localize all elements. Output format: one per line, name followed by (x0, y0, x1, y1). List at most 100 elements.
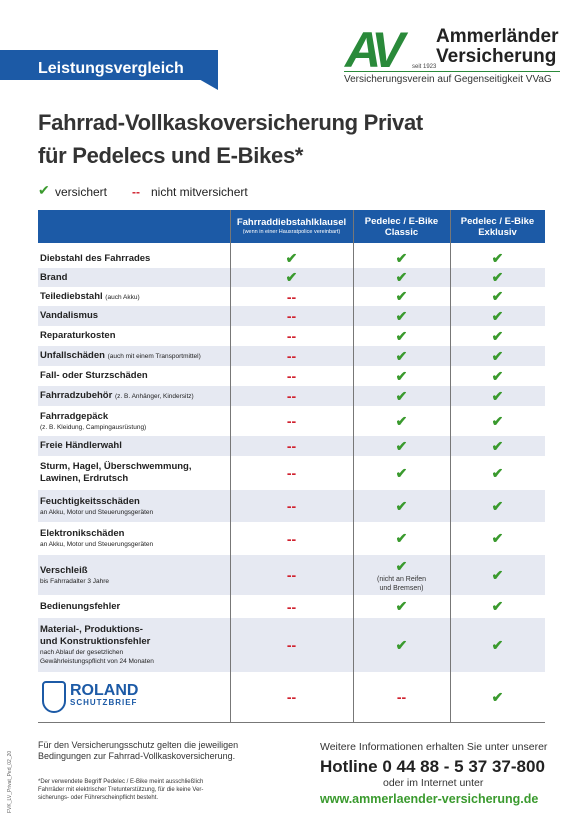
title: für Pedelecs und E-Bikes* (38, 143, 304, 168)
check: ✔ (395, 327, 408, 344)
label: Sturm, Hagel, Überschwemmung, Lawinen, E… (40, 461, 192, 484)
legend-symbol: ✔ (38, 182, 50, 198)
row-label: Diebstahl des Fahrrades (38, 249, 230, 268)
cell: ✔ (450, 287, 545, 306)
cell: ✔ (353, 249, 450, 268)
cell: -- (230, 346, 353, 366)
label: Elektronikschäden (40, 528, 125, 539)
row-shade (38, 555, 545, 595)
check: ✔ (395, 598, 408, 614)
column-title: Fahrraddiebstahlklausel (236, 216, 347, 228)
cell: -- (230, 306, 353, 326)
cell: -- (230, 595, 353, 618)
roland-shield (42, 681, 66, 713)
cell: ✔ (230, 249, 353, 268)
logo-mark: AV (345, 22, 405, 78)
check: ✔ (491, 530, 504, 546)
dash: -- (286, 598, 297, 615)
cell: ✔ (353, 306, 450, 326)
dash: -- (286, 388, 297, 404)
dash: -- (286, 689, 297, 705)
label-text: Unfallschäden (auch mit einem Transportm… (40, 350, 230, 362)
rule (344, 71, 560, 72)
label-text: Vandalismus (40, 310, 230, 322)
check: ✔ (491, 437, 504, 454)
row-shade (38, 490, 545, 522)
check: ✔ (491, 347, 504, 364)
label-text: Diebstahl des Fahrrades (40, 253, 230, 265)
label-note: (auch mit einem Transportmittel) (107, 353, 201, 360)
label-note: bis Fahrradalter 3 Jahre (40, 577, 110, 585)
row-label: Vandalismus (38, 306, 230, 326)
row-shade (38, 306, 545, 326)
label: Diebstahl des Fahrrades (40, 252, 151, 264)
cell: ✔ (450, 366, 545, 386)
cell: ✔ (353, 490, 450, 522)
check: ✔ (395, 412, 408, 429)
dash: -- (286, 567, 297, 583)
label-text: Freie Händlerwahl (40, 440, 230, 452)
check: ✔ (395, 288, 408, 304)
label-text: Reparaturkosten (40, 330, 230, 342)
row-label: ROLAND SCHUTZBRIEF (38, 672, 230, 722)
row-label: Bedienungsfehler (38, 595, 230, 618)
label: Reparaturkosten (40, 330, 116, 341)
logo-sub: SCHUTZBRIEF (70, 698, 138, 707)
label-text: Sturm, Hagel, Überschwemmung, Lawinen, E… (40, 461, 230, 485)
label: Vandalismus (40, 310, 99, 321)
label: Feuchtigkeitsschäden (40, 495, 140, 507)
check: ✔ (395, 307, 408, 324)
label: Freie Händlerwahl (40, 440, 122, 451)
label-note: (z. B. Anhänger, Kindersitz) (114, 393, 194, 400)
row-shade (38, 386, 545, 406)
header-blank (38, 210, 230, 243)
check: ✔ (491, 497, 504, 514)
check: ✔ (491, 250, 504, 266)
column-divider (230, 210, 231, 722)
label-note: nach Ablauf der gesetzlichen Gewährleist… (40, 649, 154, 665)
row-label: Brand (38, 268, 230, 287)
column-divider (450, 210, 451, 722)
footnote: *Der verwendete Begriff Pedelec / E-Bike… (38, 779, 204, 801)
cell: ✔ (450, 306, 545, 326)
cell-note: (nicht an Reifen und Bremsen) (376, 575, 427, 592)
label: Teilediebstahl (40, 290, 103, 302)
dash: -- (286, 328, 297, 344)
cell: -- (230, 672, 353, 722)
column-header: Pedelec / E-Bike Exklusiv (450, 210, 545, 243)
label-text: Teilediebstahl (auch Akku) (40, 291, 230, 303)
legend-symbol: -- (132, 185, 140, 199)
check: ✔ (491, 387, 504, 404)
label-text: Feuchtigkeitsschäden (40, 496, 230, 508)
dash: -- (286, 438, 297, 454)
label: Bedienungsfehler (40, 600, 121, 612)
company-name: Versicherung (436, 46, 557, 67)
row-shade (38, 618, 545, 672)
roland-logo: ROLAND SCHUTZBRIEF (70, 683, 138, 709)
cell: ✔ (450, 406, 545, 436)
column-title: Pedelec / E-Bike Exklusiv (460, 215, 535, 238)
check: ✔ (395, 557, 408, 574)
cell: ✔ (450, 268, 545, 287)
column-title: Pedelec / E-Bike Classic (364, 215, 439, 238)
check: ✔ (395, 250, 408, 266)
cell: -- (230, 287, 353, 306)
column-note: (wenn in einer Hausratpolice vereinbart) (242, 228, 341, 235)
cell: ✔ (353, 346, 450, 366)
conditions: Für den Versicherungsschutz gelten die j… (38, 740, 239, 761)
cell: ✔ (450, 672, 545, 722)
table-bottom (38, 722, 545, 723)
dash: -- (396, 689, 407, 705)
cell: -- (230, 618, 353, 672)
cell: ✔ (353, 287, 450, 306)
check: ✔ (395, 497, 408, 514)
check: ✔ (491, 598, 504, 614)
check: ✔ (395, 269, 408, 285)
cell: -- (230, 555, 353, 595)
cell: ✔ (450, 249, 545, 268)
check: ✔ (491, 566, 504, 583)
column-header: Fahrraddiebstahlklausel (wenn in einer Ha… (230, 210, 353, 243)
hotline: Hotline 0 44 88 - 5 37 37-800 (320, 757, 545, 776)
check: ✔ (491, 367, 504, 384)
